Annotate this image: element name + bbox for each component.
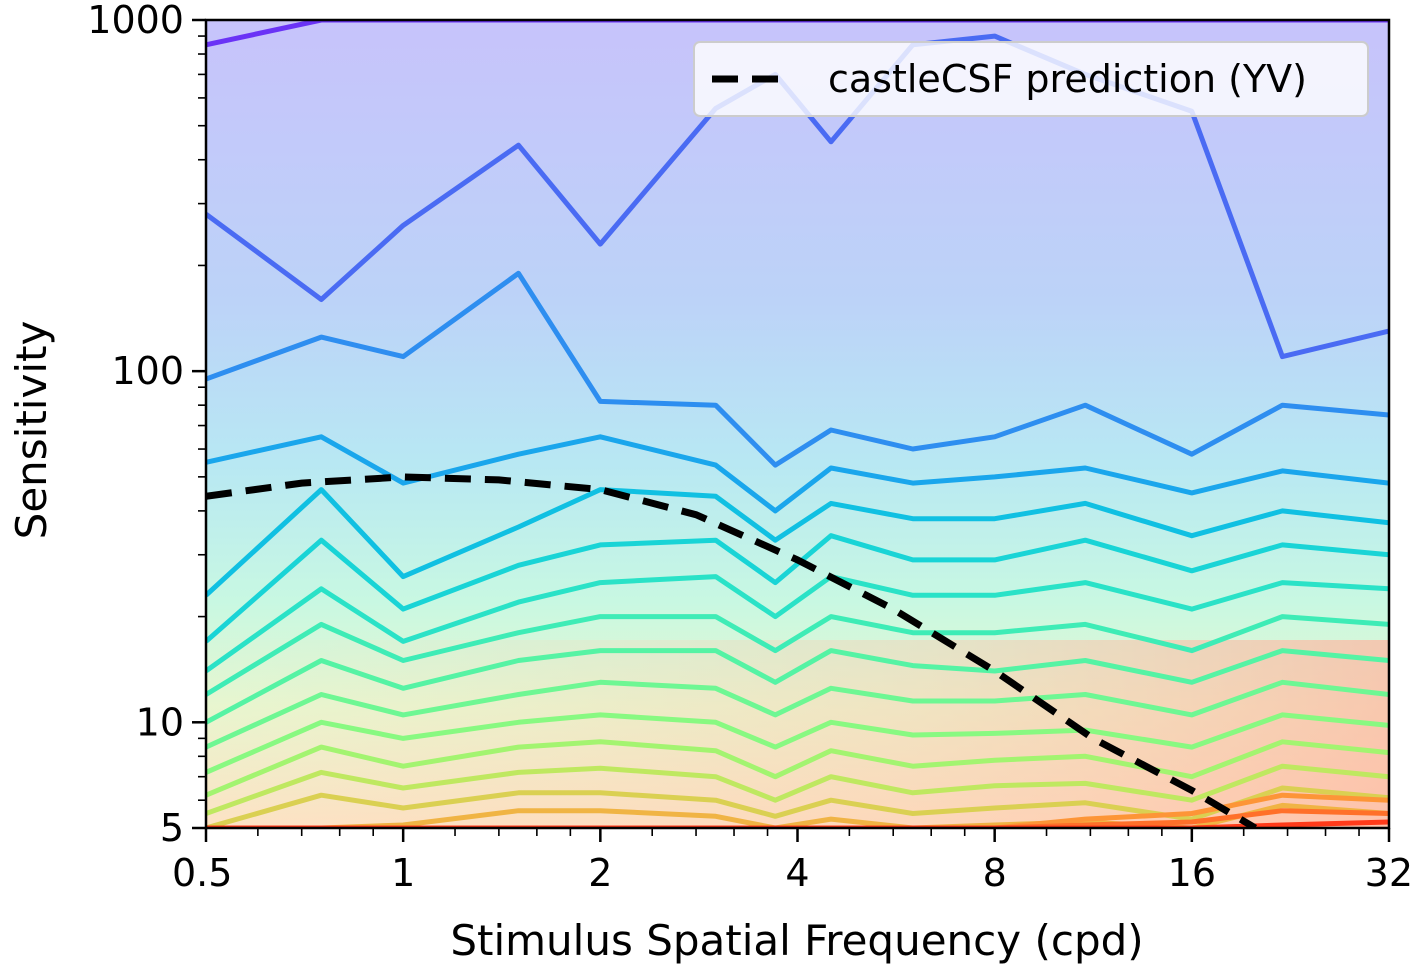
- legend: castleCSF prediction (YV): [693, 41, 1369, 117]
- contour-line-7: [206, 574, 1389, 674]
- x-axis-title: Stimulus Spatial Frequency (cpd): [450, 916, 1143, 965]
- x-tick-label: 4: [785, 851, 809, 895]
- legend-label: castleCSF prediction (YV): [828, 57, 1307, 101]
- y-tick-label: 10: [136, 700, 184, 744]
- contour-line-3: [206, 270, 1389, 468]
- y-tick-label: 100: [111, 349, 184, 393]
- plot-area: [206, 20, 1389, 828]
- x-tick-label: 2: [588, 851, 612, 895]
- contour-line-12: [206, 739, 1389, 798]
- legend-box: [693, 41, 1369, 117]
- x-tick-label: 16: [1168, 851, 1216, 895]
- y-tick-label: 1000: [87, 0, 184, 42]
- contour-line-10: [206, 679, 1389, 750]
- x-tick-label: 1: [391, 851, 415, 895]
- contour-lines: [206, 20, 1389, 828]
- contour-line-17: [206, 808, 1389, 828]
- contour-line-8: [206, 614, 1389, 697]
- x-tick-label: 32: [1365, 851, 1413, 895]
- x-tick-label: 8: [983, 851, 1007, 895]
- contour-line-11: [206, 712, 1389, 775]
- y-axis: 5 10 100 1000: [87, 0, 206, 850]
- prediction-line: [206, 473, 1258, 828]
- contour-line-13: [206, 763, 1389, 816]
- contour-line-16: [206, 792, 1389, 828]
- y-tick-label: 5: [160, 806, 184, 850]
- x-axis: 0.5 1 2 4 8 16 32: [172, 828, 1413, 895]
- contour-line-5: [206, 487, 1389, 598]
- x-tick-label: 0.5: [172, 851, 232, 895]
- y-axis-title: Sensitivity: [7, 321, 56, 540]
- contour-line-9: [206, 648, 1389, 725]
